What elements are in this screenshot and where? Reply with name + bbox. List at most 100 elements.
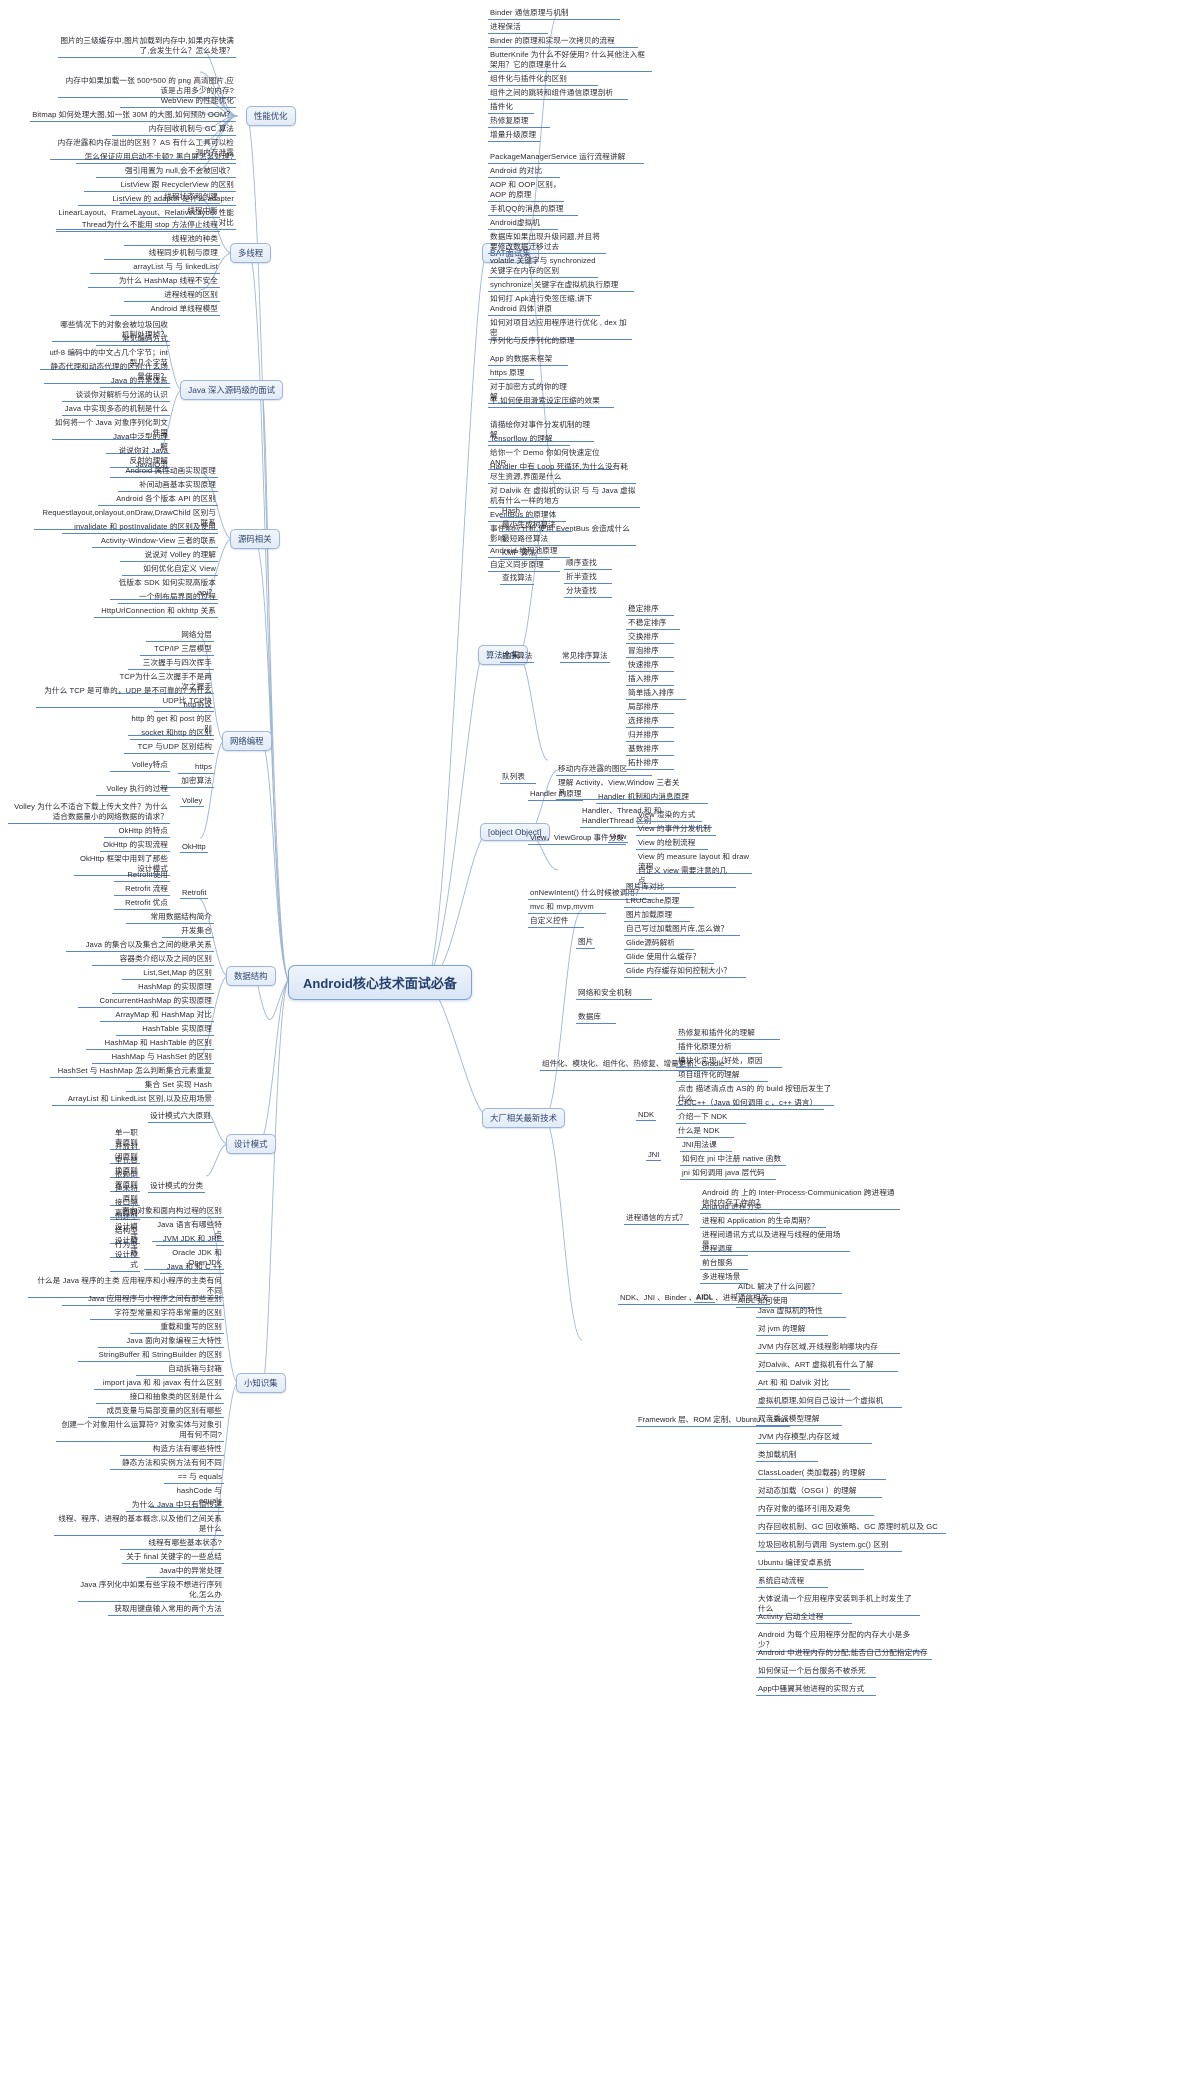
sub-image[interactable]: 图片 xyxy=(576,936,596,949)
leaf-bat-23[interactable]: 对于加密方式的你的理解 xyxy=(488,382,574,405)
leaf-thread-5[interactable]: arrayList 与 与 linkedList xyxy=(90,262,220,275)
leaf-net-8[interactable]: TCP 与UDP 区别结构 xyxy=(124,742,214,755)
leaf-data-4[interactable]: List,Set,Map 的区别 xyxy=(122,968,214,981)
sub-ipcway[interactable]: 进程通信的方式？ xyxy=(624,1212,689,1225)
leaf-fw-14[interactable]: Ubuntu 编译安卓系统 xyxy=(756,1558,864,1571)
leaf-img-3[interactable]: 自己写过加载图片库,怎么做？ xyxy=(624,924,740,937)
leaf-bat-30[interactable]: EventBus 的原理体 xyxy=(488,510,566,523)
leaf-bat-0[interactable]: Binder 通信原理与机制 xyxy=(488,8,620,21)
leaf-tips-25[interactable]: Java 序列化中如果有些字段不想进行序列化,怎么办 xyxy=(78,1580,224,1603)
leaf-bat-14[interactable]: 数据库如果出现升级问题,并且将要修改数据迁移过去 xyxy=(488,232,606,255)
leaf-fw-9[interactable]: ClassLoader( 类加载器) 的理解 xyxy=(756,1468,886,1481)
leaf-net-7[interactable]: socket 和http 的区别 xyxy=(130,728,214,741)
leaf-fw-19[interactable]: Android 中进程内存的分配,能否自己分配指定内存 xyxy=(756,1648,932,1661)
branch-bigfactory[interactable]: 大厂相关最新技术 xyxy=(482,1108,565,1128)
leaf-design6-5[interactable]: 接口隔离原则 xyxy=(110,1198,140,1221)
leaf-fw-5[interactable]: 虚拟机原理,如何自己设计一个虚拟机 xyxy=(756,1396,902,1409)
leaf-tips-24[interactable]: Java中的异常处理 xyxy=(146,1566,224,1579)
sub-design-classify[interactable]: 设计模式的分类 xyxy=(148,1180,206,1193)
sub-retrofit[interactable]: Retrofit xyxy=(180,888,209,899)
leaf-bat-31[interactable]: 事件响应分析,使用 EventBus 会造成什么影响 xyxy=(488,524,636,547)
leaf-source-0[interactable]: Android 属性动画实现原理 xyxy=(110,466,218,479)
leaf-img-5[interactable]: Glide 使用什么缓存？ xyxy=(624,952,714,965)
leaf-tips-17[interactable]: 静态方法和实例方法有何不同 xyxy=(110,1458,224,1471)
leaf-search-1[interactable]: 折半查找 xyxy=(564,572,612,585)
leaf-fw-16[interactable]: 大体说清一个应用程序安装到手机上时发生了什么 xyxy=(756,1594,920,1617)
leaf-bat-10[interactable]: Android 的对比 xyxy=(488,166,560,179)
leaf-tips-19[interactable]: hashCode 与 equals xyxy=(150,1486,224,1509)
leaf-tips-15[interactable]: 创建一个对象用什么运算符? 对象实体与对象引用有何不同? xyxy=(56,1420,224,1443)
leaf-thread-4[interactable]: 线程同步机制与原理 xyxy=(104,248,220,261)
leaf-algo-2[interactable]: 最短路径算法 xyxy=(500,534,562,547)
leaf-bat-3[interactable]: ButterKnife 为什么不好使用? 什么其他注入框架用？它的原理是什么 xyxy=(488,50,652,73)
leaf-javasrc-4[interactable]: Java 的异常体系 xyxy=(100,376,170,389)
leaf-midh-3[interactable]: Handler、Thread 和 和 HandlerThread 区别 xyxy=(580,806,712,829)
root-node[interactable]: Android核心技术面试必备 xyxy=(288,965,472,1000)
leaf-tips-0[interactable]: 面向对象和面向构过程的区别 xyxy=(110,1206,224,1219)
leaf-thread-6[interactable]: 为什么 HashMap 线程不安全 xyxy=(88,276,220,289)
sub-aidl[interactable]: AIDL xyxy=(694,1292,715,1303)
leaf-ipc-1[interactable]: Android 进程分类 xyxy=(700,1202,780,1215)
leaf-tips-16[interactable]: 构造方法有哪些特性 xyxy=(120,1444,224,1457)
leaf-design6-1[interactable]: 开放封闭原则 xyxy=(110,1142,140,1165)
leaf-bat-21[interactable]: App 的数据来框架 xyxy=(488,354,568,367)
leaf-bat-2[interactable]: Binder 的原理和实现一次拷贝的流程 xyxy=(488,36,638,49)
leaf-algo-3[interactable]: KMP 算法 xyxy=(500,548,550,561)
leaf-data-5[interactable]: HashMap 的实现原理 xyxy=(112,982,214,995)
leaf-retrofit-2[interactable]: Retrofit 优点 xyxy=(114,898,170,911)
leaf-javasrc-0[interactable]: 哪些情况下的对象会被垃圾回收机制处理掉？ xyxy=(52,320,170,343)
leaf-data-2[interactable]: Java 的集合以及集合之间的继承关系 xyxy=(66,940,214,953)
leaf-net-1[interactable]: TCP/IP 三层模型 xyxy=(140,644,214,657)
branch-javasrc[interactable]: Java 深入源码级的面试 xyxy=(180,380,284,400)
sub-ndkjni[interactable]: NDK、JNI 、Binder 、AIDL 、进程通信相关 xyxy=(618,1292,771,1305)
leaf-tips-10[interactable]: StringBuffer 和 StringBuilder 的区别 xyxy=(78,1350,224,1363)
leaf-mid-1[interactable]: mvc 和 mvp,mvvm xyxy=(528,902,606,915)
sub-view[interactable]: View xyxy=(608,832,629,843)
leaf-thread-7[interactable]: 进程线程的区别 xyxy=(124,290,220,303)
sub-sort[interactable]: 排序算法 xyxy=(500,650,535,663)
leaf-design6-4[interactable]: 迪米特原则 xyxy=(110,1184,140,1207)
leaf-tips-2[interactable]: JVM JDK 和 JRE xyxy=(156,1234,224,1247)
leaf-retrofit-1[interactable]: Retrofit 流程 xyxy=(114,884,170,897)
leaf-thread-3[interactable]: 线程池的种类 xyxy=(124,234,220,247)
leaf-okhttp-0[interactable]: OkHttp 的特点 xyxy=(104,826,170,839)
leaf-net-4[interactable]: 为什么 TCP 是可靠的，UDP 是不可靠的? 为什么 UDP比 TCP快 xyxy=(36,686,214,709)
leaf-net-3[interactable]: TCP为什么三次握手不是两次之握手 xyxy=(116,672,214,695)
leaf-gradle-3[interactable]: 项目组件化的理解 xyxy=(676,1070,768,1083)
leaf-tips-6[interactable]: Java 应用程序与小程序之间有那些差别 xyxy=(62,1294,224,1307)
leaf-net-10[interactable]: 加密算法 xyxy=(160,776,214,789)
leaf-img-4[interactable]: Glide源码解析 xyxy=(624,938,694,951)
leaf-bat-24[interactable]: 平,如何使用滑索设定压缩的效果 xyxy=(488,396,614,409)
leaf-data-7[interactable]: ArrayMap 和 HashMap 对比 xyxy=(100,1010,214,1023)
leaf-javasrc-3[interactable]: 静态代理和动态代理的区别,什么场景使用？ xyxy=(44,362,170,385)
leaf-bat-33[interactable]: 自定义同步原理 xyxy=(488,560,560,573)
leaf-fw-8[interactable]: 类加载机制 xyxy=(756,1450,818,1463)
leaf-sort-0[interactable]: 稳定排序 xyxy=(626,604,674,617)
leaf-net-9[interactable]: https xyxy=(178,762,214,775)
leaf-jni-2[interactable]: jni 如何调用 java 层代码 xyxy=(680,1168,776,1181)
sub-viewgroup[interactable]: View，ViewGroup 事件分发 xyxy=(528,832,626,845)
leaf-source-6[interactable]: 说说对 Volley 的理解 xyxy=(120,550,218,563)
leaf-ndk-1[interactable]: 介绍一下 NDK xyxy=(676,1112,746,1125)
leaf-fw-0[interactable]: Java 虚拟机的特性 xyxy=(756,1306,846,1319)
leaf-fw-11[interactable]: 内存对象的循环引用及避免 xyxy=(756,1504,874,1517)
leaf-tips-11[interactable]: 自动拆箱与封箱 xyxy=(136,1364,224,1377)
sub-jni[interactable]: JNI xyxy=(646,1150,662,1161)
leaf-big-1[interactable]: 数据库 xyxy=(576,1012,616,1025)
leaf-tips-26[interactable]: 获取用键盘输入常用的两个方法 xyxy=(108,1604,224,1617)
leaf-img-6[interactable]: Glide 内存缓存如何控制大小？ xyxy=(624,966,746,979)
leaf-bat-18[interactable]: 如何对项目达应用程序进行优化 , dex 加密 xyxy=(488,318,632,341)
leaf-javasrc-6[interactable]: Java 中实现多态的机制是什么 xyxy=(62,404,170,417)
leaf-perf-2[interactable]: WebView 的性能优化 xyxy=(120,96,236,109)
leaf-bat-6[interactable]: 插件化 xyxy=(488,102,534,115)
leaf-bat-27[interactable]: 给你一个 Demo 你如何快速定位 ANR xyxy=(488,448,614,471)
leaf-tips-3[interactable]: Oracle JDK 和 OpenJDK xyxy=(144,1248,224,1271)
leaf-fw-10[interactable]: 对动态加载（OSGI ）的理解 xyxy=(756,1486,882,1499)
leaf-data-6[interactable]: ConcurrentHashMap 的实现原理 xyxy=(78,996,214,1009)
leaf-bat-16[interactable]: synchronize 关键字在虚拟机执行原理 xyxy=(488,280,634,293)
leaf-thread-1[interactable]: 线程中断 xyxy=(140,206,220,219)
leaf-fw-6[interactable]: 双亲委派模型理解 xyxy=(756,1414,842,1427)
leaf-midh-2[interactable]: Handler 机制和内消息原理 xyxy=(596,792,708,805)
leaf-perf-10[interactable]: LinearLayout、FrameLayout、RelativeLayout … xyxy=(56,208,236,231)
sub-handler[interactable]: Handler 的原理 xyxy=(528,788,584,801)
